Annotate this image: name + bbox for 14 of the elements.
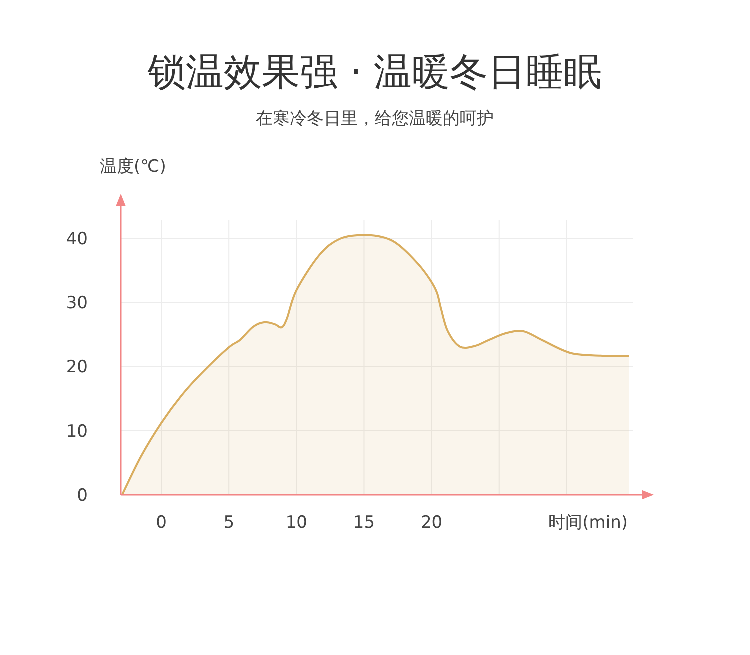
chart-title: 锁温效果强 · 温暖冬日睡眠	[146, 50, 602, 94]
chart-subtitle: 在寒冷冬日里，给您温暖的呵护	[256, 109, 494, 129]
y-tick-label: 20	[66, 358, 88, 378]
y-tick-label: 40	[66, 229, 88, 250]
x-tick-label: 10	[286, 513, 308, 533]
y-tick-label: 10	[66, 422, 88, 442]
y-axis-title: 温度(℃)	[100, 157, 166, 177]
x-tick-label: 5	[224, 513, 235, 533]
x-tick-label: 20	[420, 513, 443, 533]
x-tick-label: 0	[156, 513, 167, 533]
y-tick-label: 30	[66, 294, 88, 314]
y-tick-label: 0	[77, 486, 88, 506]
x-axis-title: 时间(min)	[548, 513, 628, 533]
x-tick-label: 15	[353, 513, 376, 533]
